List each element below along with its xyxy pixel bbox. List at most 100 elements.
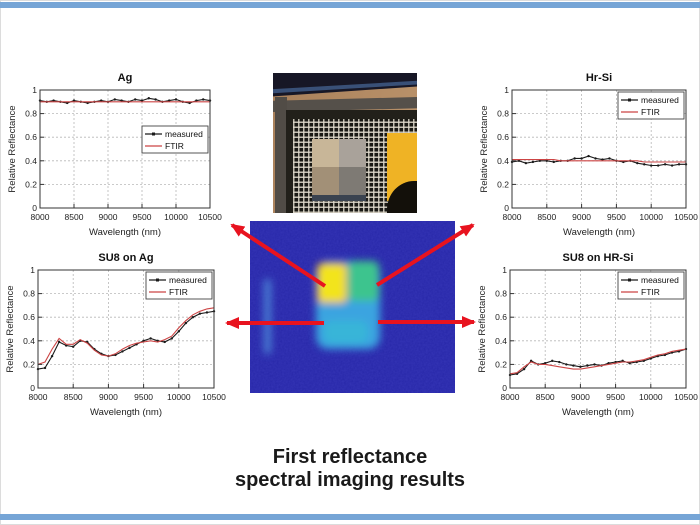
y-tick-label: 0.8 xyxy=(495,289,507,299)
series-marker xyxy=(86,101,89,105)
chart-title: SU8 on HR-Si xyxy=(563,252,634,264)
legend-label: FTIR xyxy=(169,287,188,297)
photo-quadrant-su8-ag xyxy=(312,167,339,195)
series-marker xyxy=(580,157,583,160)
y-tick-label: 0.8 xyxy=(23,289,35,299)
thermal-cyan-patch xyxy=(324,321,368,343)
photo-bezel-vertical xyxy=(275,97,287,213)
series-measured xyxy=(509,348,687,376)
series-marker xyxy=(608,157,611,160)
caption-line-2: spectral imaging results xyxy=(234,469,466,491)
plot-border xyxy=(37,269,215,389)
y-tick-label: 0 xyxy=(32,203,37,213)
x-tick-label: 8500 xyxy=(64,392,83,402)
series-marker xyxy=(52,99,55,102)
series-marker xyxy=(191,316,195,319)
thermal-hrsi-region xyxy=(348,261,379,301)
y-tick-label: 1 xyxy=(502,265,507,275)
series-marker xyxy=(100,99,103,102)
legend-label: measured xyxy=(641,95,679,105)
series-marker xyxy=(57,340,61,344)
series-marker xyxy=(572,364,575,367)
photo-quadrant-ag xyxy=(312,139,339,167)
series-marker xyxy=(177,330,180,333)
series-marker xyxy=(140,99,144,102)
legend-marker-sample xyxy=(156,278,159,282)
series-marker xyxy=(43,366,47,370)
series-marker xyxy=(149,337,152,340)
legend-box xyxy=(145,271,213,300)
series-marker xyxy=(195,99,198,102)
x-axis-label: Wavelength (nm) xyxy=(562,407,634,418)
series-marker xyxy=(517,159,521,162)
series-marker xyxy=(586,364,589,367)
series-marker xyxy=(551,359,554,363)
legend-marker-sample xyxy=(628,278,631,282)
x-tick-label: 9500 xyxy=(607,212,626,222)
series-marker xyxy=(170,337,173,340)
series-marker xyxy=(622,160,625,164)
top-accent-bar xyxy=(0,2,700,8)
series-marker xyxy=(154,98,157,101)
legend-box xyxy=(141,125,209,154)
series-marker xyxy=(128,346,131,350)
series-marker xyxy=(593,363,596,366)
hrsi-chart: 8000 8500 9000 9500 10000 10500 0 0.2 0.4 0.6 0.8 1… xyxy=(478,62,698,248)
ag-chart: 8000 8500 9000 9500 10000 10500 0 0.2 0.4 0.6 0.8 1… xyxy=(6,62,222,248)
series-marker xyxy=(601,158,604,161)
series-FTIR xyxy=(509,348,687,375)
plot-border xyxy=(509,269,687,389)
series-marker xyxy=(64,344,68,347)
y-tick-label: 0.2 xyxy=(495,359,507,369)
series-marker xyxy=(643,163,646,166)
series-marker xyxy=(579,365,582,368)
series-marker xyxy=(113,98,117,101)
photo-bezel-horizontal xyxy=(273,97,417,112)
y-tick-label: 0.4 xyxy=(497,156,509,166)
y-tick-label: 1 xyxy=(504,85,509,95)
y-axis-label: Relative Reflectance xyxy=(477,285,488,372)
y-tick-label: 0.6 xyxy=(495,312,507,322)
legend-box xyxy=(617,91,685,120)
photo-quadrant-su8-hrsi xyxy=(339,167,366,195)
series-marker xyxy=(573,157,576,160)
sample-photograph xyxy=(273,73,417,213)
series-marker xyxy=(524,161,528,165)
bottom-accent-bar xyxy=(0,514,700,520)
legend-box xyxy=(617,271,685,300)
series-marker xyxy=(188,101,191,105)
series-marker xyxy=(72,99,76,102)
y-axis-label: Relative Reflectance xyxy=(479,105,490,192)
series-marker xyxy=(656,164,660,167)
y-tick-label: 0.8 xyxy=(497,109,509,119)
y-tick-label: 0 xyxy=(502,383,507,393)
y-tick-label: 0.4 xyxy=(25,156,37,166)
series-marker xyxy=(663,163,667,166)
legend-label: measured xyxy=(165,129,203,139)
series-marker xyxy=(184,321,188,325)
x-axis-label: Wavelength (nm) xyxy=(89,227,161,238)
x-tick-label: 9500 xyxy=(606,392,625,402)
x-tick-label: 8000 xyxy=(503,212,522,222)
series-marker xyxy=(174,98,178,101)
caption-line-1: First reflectance xyxy=(272,446,428,468)
su8-on-ag-chart: 8000 8500 9000 9500 10000 10500 0 0.2 0.4 0.6 0.8 1… xyxy=(4,242,226,428)
series-marker xyxy=(121,350,124,353)
series-marker xyxy=(147,97,150,100)
x-tick-label: 9500 xyxy=(134,392,153,402)
series-marker xyxy=(650,164,653,167)
series-marker xyxy=(558,360,561,364)
y-tick-label: 0.2 xyxy=(25,179,37,189)
x-tick-label: 10000 xyxy=(639,212,663,222)
x-tick-label: 8000 xyxy=(29,392,48,402)
y-tick-label: 0.6 xyxy=(25,132,37,142)
series-marker xyxy=(587,154,590,158)
chart-title: Hr-Si xyxy=(586,72,612,84)
plot-border xyxy=(511,89,687,209)
x-tick-label: 9000 xyxy=(571,392,590,402)
x-tick-label: 10000 xyxy=(164,212,188,222)
x-tick-label: 9000 xyxy=(99,392,118,402)
legend-marker-sample xyxy=(152,132,155,136)
chart-svg: 8000 8500 9000 9500 10000 10500 0 0.2 0.4 0.6 0.8 1… xyxy=(479,72,698,238)
